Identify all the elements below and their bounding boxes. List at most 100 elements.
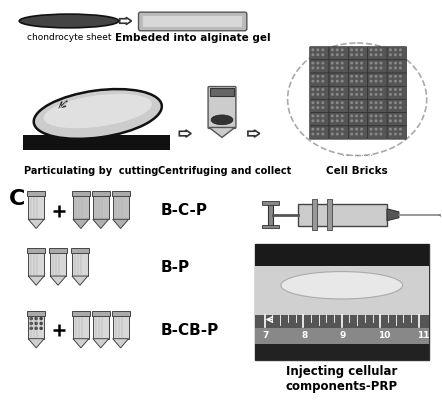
Circle shape (360, 93, 363, 96)
FancyBboxPatch shape (348, 100, 368, 113)
Circle shape (380, 132, 382, 136)
Bar (72, 311, 90, 316)
Circle shape (360, 75, 363, 78)
Text: B-C-P: B-C-P (160, 203, 207, 218)
Circle shape (370, 106, 373, 109)
Circle shape (336, 132, 339, 136)
Circle shape (399, 48, 402, 51)
Bar (92, 191, 110, 196)
Circle shape (355, 114, 358, 117)
Bar (50, 253, 66, 276)
FancyBboxPatch shape (348, 73, 368, 86)
Circle shape (389, 48, 392, 51)
Circle shape (380, 128, 382, 131)
Polygon shape (113, 219, 129, 228)
Circle shape (312, 106, 314, 109)
Circle shape (316, 80, 320, 83)
Text: C: C (9, 189, 26, 209)
Circle shape (374, 53, 377, 56)
Bar (92, 311, 110, 316)
Circle shape (360, 80, 363, 83)
Circle shape (355, 128, 358, 131)
Circle shape (312, 93, 314, 96)
Circle shape (341, 106, 344, 109)
Circle shape (34, 326, 38, 330)
Ellipse shape (44, 94, 152, 128)
Circle shape (399, 106, 402, 109)
Circle shape (374, 128, 377, 131)
Bar (312, 199, 317, 230)
Circle shape (321, 132, 324, 136)
Circle shape (394, 75, 397, 78)
Bar (93, 196, 109, 219)
Bar (144, 16, 242, 27)
Text: Embeded into alginate gel: Embeded into alginate gel (115, 33, 271, 43)
Circle shape (399, 75, 402, 78)
Text: B-CB-P: B-CB-P (160, 323, 219, 338)
Circle shape (389, 93, 392, 96)
Circle shape (312, 101, 314, 104)
Circle shape (399, 93, 402, 96)
Circle shape (341, 66, 344, 70)
Circle shape (389, 62, 392, 64)
Ellipse shape (211, 115, 233, 125)
Circle shape (331, 53, 334, 56)
Bar (268, 203, 273, 226)
Circle shape (389, 80, 392, 83)
Circle shape (312, 119, 314, 122)
Circle shape (399, 128, 402, 131)
Circle shape (389, 75, 392, 78)
Circle shape (34, 322, 38, 325)
Circle shape (341, 88, 344, 91)
Polygon shape (113, 339, 129, 348)
Circle shape (336, 48, 339, 51)
Circle shape (312, 75, 314, 78)
Circle shape (360, 66, 363, 70)
Circle shape (341, 132, 344, 136)
Circle shape (355, 88, 358, 91)
Circle shape (389, 106, 392, 109)
Polygon shape (179, 130, 191, 137)
Bar (71, 248, 89, 253)
Circle shape (370, 62, 373, 64)
Circle shape (336, 128, 339, 131)
FancyBboxPatch shape (329, 100, 348, 113)
Circle shape (355, 132, 358, 136)
Circle shape (336, 119, 339, 122)
FancyBboxPatch shape (387, 126, 407, 139)
Circle shape (336, 106, 339, 109)
Circle shape (321, 48, 324, 51)
Circle shape (336, 93, 339, 96)
Bar (73, 196, 89, 219)
Circle shape (394, 114, 397, 117)
FancyBboxPatch shape (329, 126, 348, 139)
Circle shape (331, 132, 334, 136)
Text: B-P: B-P (160, 260, 190, 275)
Text: 10: 10 (378, 331, 391, 340)
Circle shape (374, 88, 377, 91)
Circle shape (321, 128, 324, 131)
Text: 11: 11 (417, 331, 429, 340)
FancyBboxPatch shape (329, 73, 348, 86)
Circle shape (312, 80, 314, 83)
FancyBboxPatch shape (348, 126, 368, 139)
Circle shape (331, 93, 334, 96)
Circle shape (312, 132, 314, 136)
Circle shape (350, 88, 353, 91)
Bar (210, 88, 234, 96)
FancyBboxPatch shape (310, 60, 329, 73)
Circle shape (399, 88, 402, 91)
FancyBboxPatch shape (329, 86, 348, 100)
Circle shape (321, 53, 324, 56)
Polygon shape (73, 219, 89, 228)
Bar (93, 316, 109, 339)
Circle shape (370, 53, 373, 56)
Circle shape (389, 119, 392, 122)
Circle shape (331, 128, 334, 131)
Text: 7: 7 (263, 331, 269, 340)
Bar (112, 311, 130, 316)
Circle shape (389, 114, 392, 117)
FancyBboxPatch shape (329, 113, 348, 126)
Circle shape (355, 62, 358, 64)
Circle shape (341, 93, 344, 96)
